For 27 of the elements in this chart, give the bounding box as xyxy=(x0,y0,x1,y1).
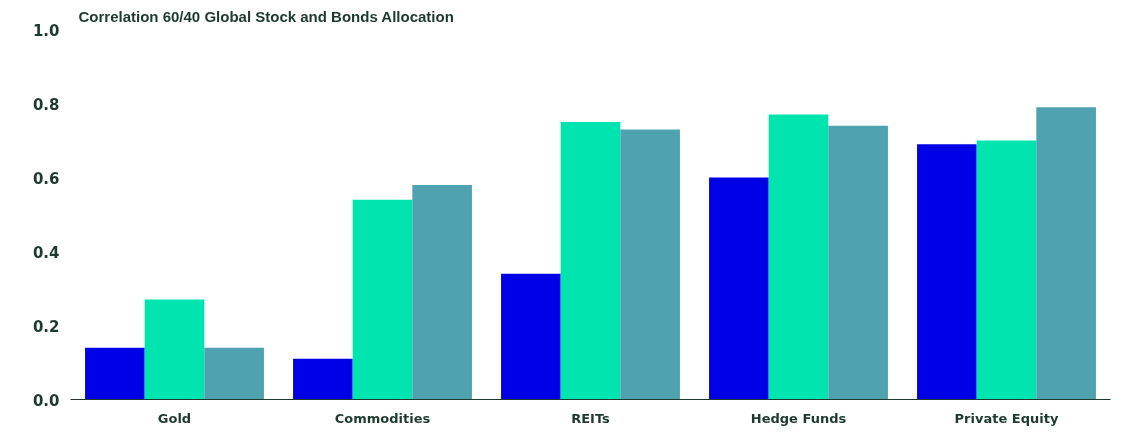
x-tick-label: Private Equity xyxy=(954,410,1059,426)
bar xyxy=(352,199,413,400)
bar xyxy=(917,144,977,400)
y-tick-label: 0.8 xyxy=(32,95,60,114)
bar xyxy=(412,184,472,400)
bar xyxy=(768,114,829,400)
bar xyxy=(620,129,680,400)
bar xyxy=(501,273,561,400)
x-tick-label: REITs xyxy=(571,410,611,426)
bar xyxy=(1036,107,1096,400)
bar xyxy=(976,140,1037,400)
y-tick-label: 0.6 xyxy=(32,169,60,188)
x-tick-label: Hedge Funds xyxy=(750,410,847,426)
bar xyxy=(85,347,145,400)
bar xyxy=(828,125,888,400)
chart-title: Correlation 60/40 Global Stock and Bonds Allocation xyxy=(78,7,454,25)
y-tick-label: 0.2 xyxy=(32,317,60,336)
bar xyxy=(204,347,264,400)
y-tick-label: 1.0 xyxy=(32,21,60,40)
bar xyxy=(293,358,353,400)
bar xyxy=(144,299,205,400)
y-tick-label: 0.0 xyxy=(32,391,60,410)
y-tick-label: 0.4 xyxy=(32,243,60,262)
x-tick-label: Commodities xyxy=(334,410,431,426)
x-tick-label: Gold xyxy=(157,410,192,426)
bar xyxy=(709,177,769,400)
bar xyxy=(560,122,621,400)
